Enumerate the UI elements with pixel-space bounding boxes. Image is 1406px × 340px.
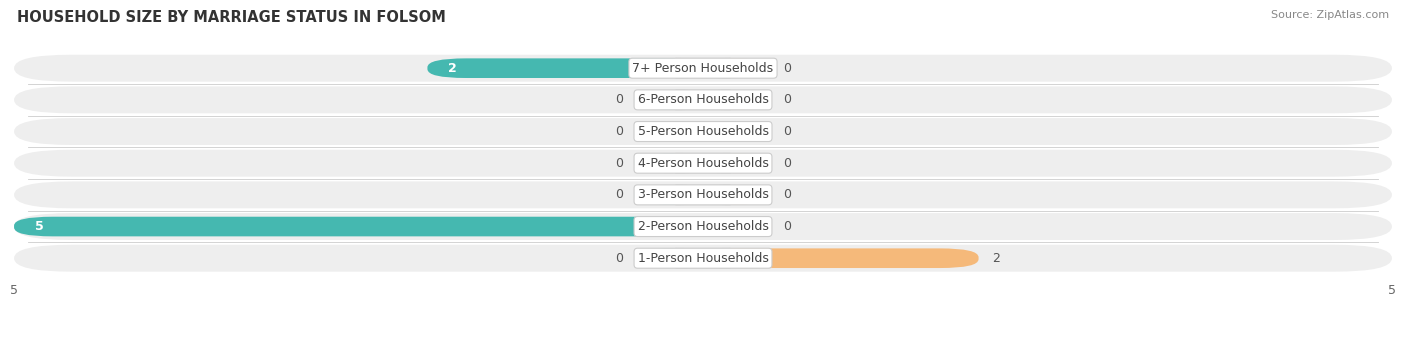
Text: 0: 0 <box>783 157 792 170</box>
FancyBboxPatch shape <box>634 153 703 173</box>
FancyBboxPatch shape <box>634 185 703 205</box>
FancyBboxPatch shape <box>703 249 979 268</box>
Text: 6-Person Households: 6-Person Households <box>637 94 769 106</box>
Text: 0: 0 <box>614 94 623 106</box>
Text: Source: ZipAtlas.com: Source: ZipAtlas.com <box>1271 10 1389 20</box>
FancyBboxPatch shape <box>703 122 772 141</box>
FancyBboxPatch shape <box>703 153 772 173</box>
Text: 0: 0 <box>614 252 623 265</box>
FancyBboxPatch shape <box>14 217 703 236</box>
FancyBboxPatch shape <box>14 118 1392 145</box>
FancyBboxPatch shape <box>703 185 772 205</box>
FancyBboxPatch shape <box>14 86 1392 113</box>
Text: 4-Person Households: 4-Person Households <box>637 157 769 170</box>
Text: 5-Person Households: 5-Person Households <box>637 125 769 138</box>
FancyBboxPatch shape <box>703 217 772 236</box>
FancyBboxPatch shape <box>634 249 703 268</box>
FancyBboxPatch shape <box>427 58 703 78</box>
Text: 2-Person Households: 2-Person Households <box>637 220 769 233</box>
FancyBboxPatch shape <box>634 90 703 110</box>
Legend: Family, Nonfamily: Family, Nonfamily <box>610 336 796 340</box>
Text: 5: 5 <box>35 220 44 233</box>
FancyBboxPatch shape <box>703 58 772 78</box>
FancyBboxPatch shape <box>14 182 1392 208</box>
Text: 0: 0 <box>783 62 792 75</box>
Text: 1-Person Households: 1-Person Households <box>637 252 769 265</box>
FancyBboxPatch shape <box>14 55 1392 82</box>
FancyBboxPatch shape <box>675 90 731 110</box>
FancyBboxPatch shape <box>634 122 703 141</box>
Text: HOUSEHOLD SIZE BY MARRIAGE STATUS IN FOLSOM: HOUSEHOLD SIZE BY MARRIAGE STATUS IN FOL… <box>17 10 446 25</box>
FancyBboxPatch shape <box>675 122 731 141</box>
Text: 2: 2 <box>993 252 1000 265</box>
Text: 0: 0 <box>783 94 792 106</box>
Text: 3-Person Households: 3-Person Households <box>637 188 769 201</box>
FancyBboxPatch shape <box>675 217 731 236</box>
Text: 0: 0 <box>783 125 792 138</box>
FancyBboxPatch shape <box>14 213 1392 240</box>
FancyBboxPatch shape <box>703 90 772 110</box>
Text: 2: 2 <box>449 62 457 75</box>
FancyBboxPatch shape <box>14 245 1392 272</box>
Text: 0: 0 <box>614 125 623 138</box>
FancyBboxPatch shape <box>675 58 731 78</box>
FancyBboxPatch shape <box>675 185 731 205</box>
Text: 0: 0 <box>783 188 792 201</box>
Text: 0: 0 <box>783 220 792 233</box>
Text: 0: 0 <box>614 157 623 170</box>
FancyBboxPatch shape <box>14 150 1392 177</box>
FancyBboxPatch shape <box>675 153 731 173</box>
Text: 0: 0 <box>614 188 623 201</box>
FancyBboxPatch shape <box>675 249 731 268</box>
Text: 7+ Person Households: 7+ Person Households <box>633 62 773 75</box>
